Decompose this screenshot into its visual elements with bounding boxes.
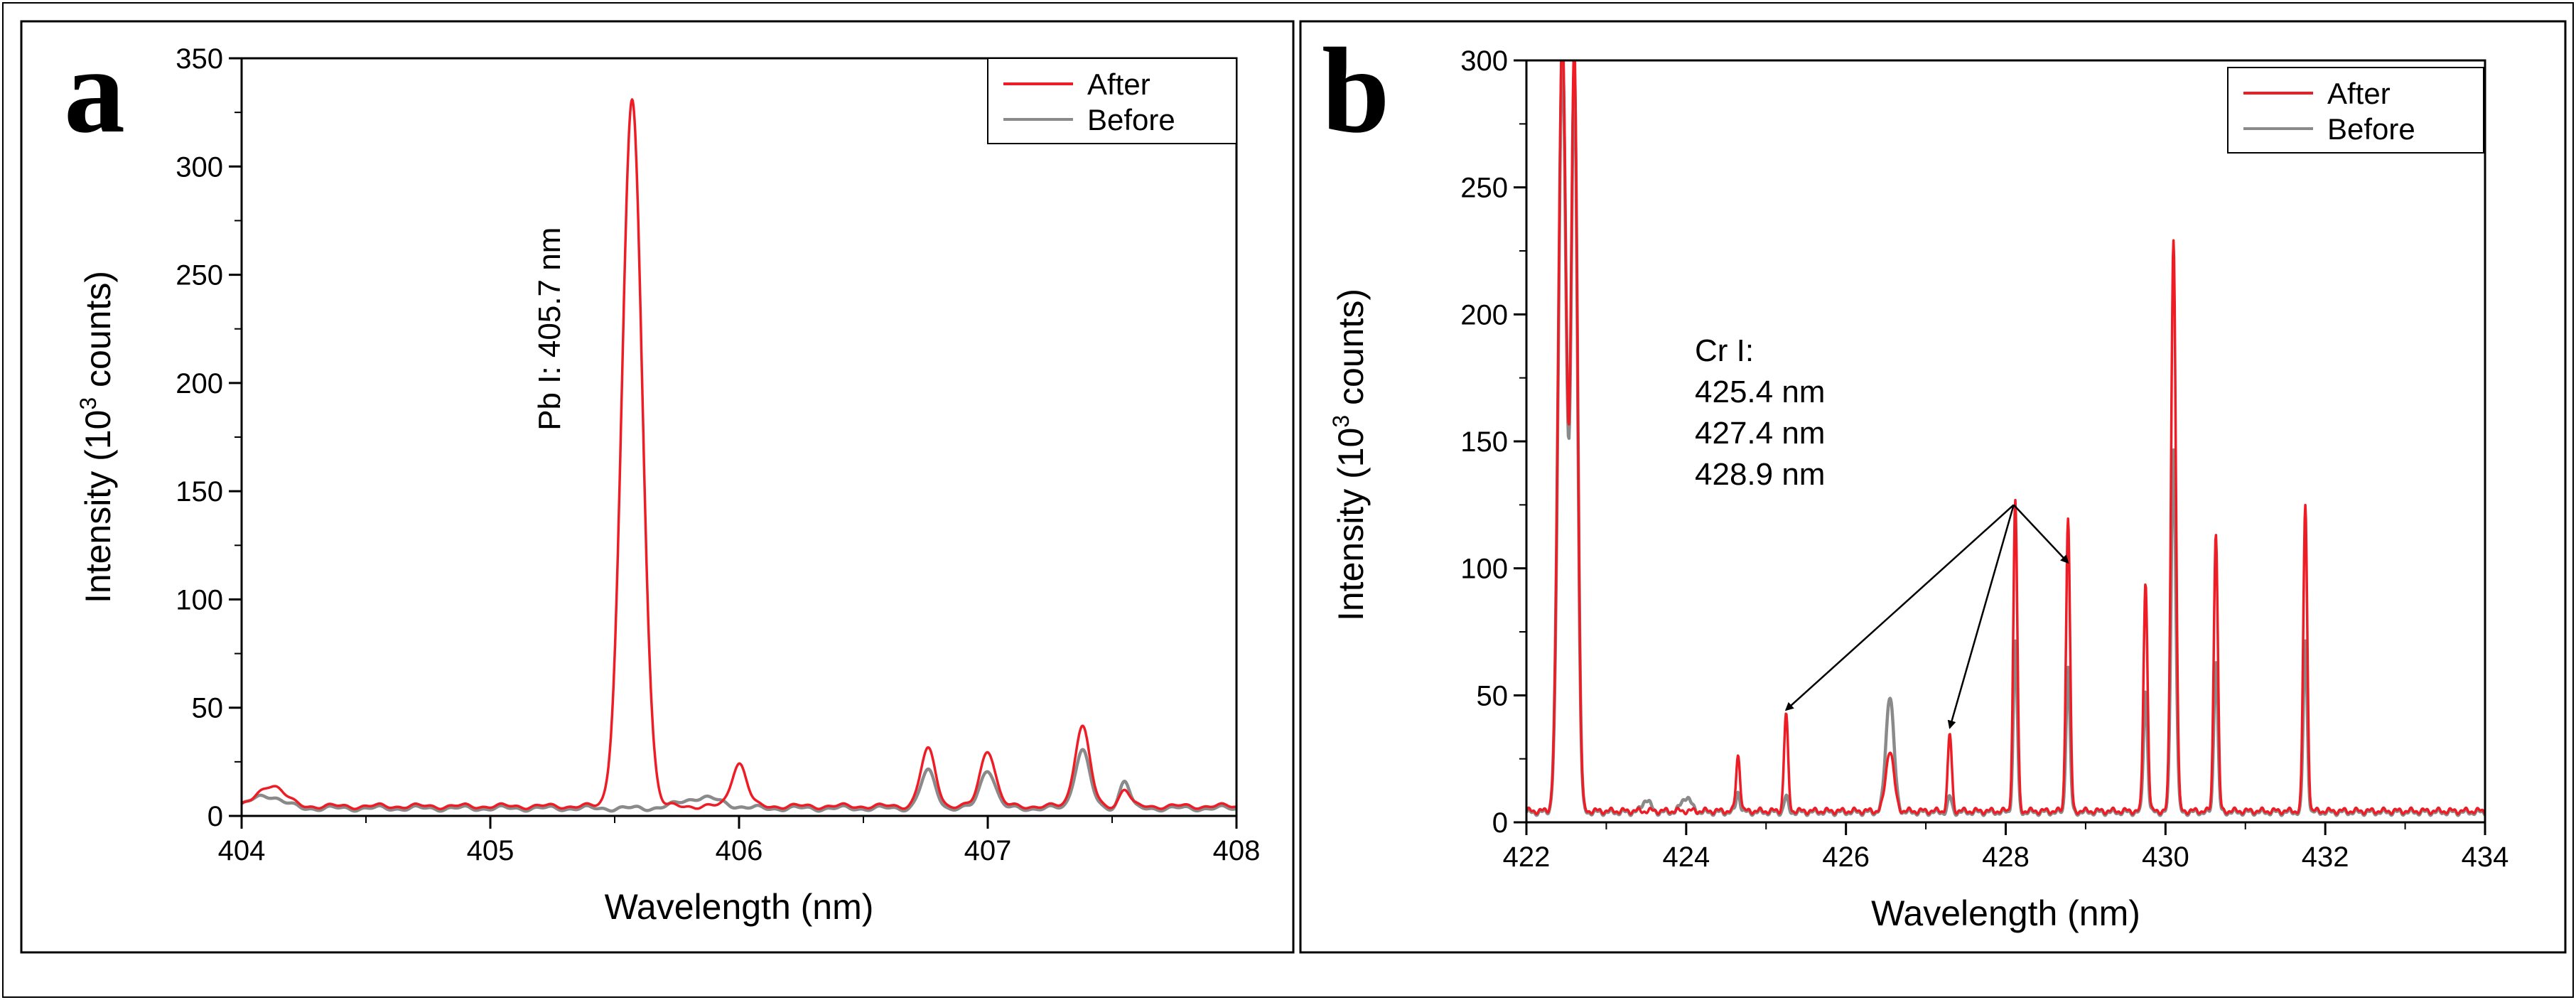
y-axis-title: Intensity (103 counts) — [1328, 289, 1371, 621]
cr-annotation-line: 425.4 nm — [1695, 375, 1825, 409]
legend-box — [987, 58, 1237, 144]
legend-label-after: After — [1087, 68, 1150, 101]
cr-arrow-3 — [2012, 504, 2069, 564]
series-line-after — [242, 98, 1236, 810]
series-group — [1526, 60, 2485, 817]
x-tick-label: 426 — [1822, 842, 1870, 873]
y-axis-title-suffix: counts) — [1331, 289, 1371, 415]
y-tick-label: 250 — [1460, 173, 1508, 204]
y-tick-label: 50 — [1477, 680, 1509, 711]
y-tick-label: 300 — [1460, 45, 1508, 77]
x-tick-label: 424 — [1662, 842, 1710, 873]
x-tick-label: 422 — [1503, 842, 1551, 873]
y-axis-title-sup: 3 — [75, 397, 101, 410]
legend-label-before: Before — [1087, 103, 1175, 136]
y-tick-label: 0 — [1492, 807, 1508, 839]
y-axis-title-prefix: Intensity (10 — [1331, 428, 1371, 621]
cr-arrow-1 — [1784, 504, 2015, 711]
cr-annotation-line: 428.9 nm — [1695, 457, 1825, 492]
x-tick-label: 408 — [1213, 835, 1261, 866]
panel-b: 422 424 426 428 430 432 434 0 50 100 150 200 250 300 W… — [1299, 20, 2567, 954]
panel-letter: b — [1322, 23, 1390, 158]
cr-arrow-2 — [1947, 504, 2015, 729]
y-tick-label: 200 — [176, 368, 223, 399]
y-tick-label: 50 — [192, 693, 224, 724]
x-axis-title: Wavelength (nm) — [1871, 893, 2140, 933]
y-tick-label: 150 — [1460, 426, 1508, 458]
y-tick-label: 200 — [1460, 299, 1508, 330]
x-tick-label: 404 — [218, 835, 266, 866]
x-tick-label: 434 — [2462, 842, 2509, 873]
x-tick-label: 407 — [964, 835, 1012, 866]
panel-letter: a — [64, 23, 125, 158]
y-tick-label: 0 — [208, 801, 223, 832]
series-group — [242, 98, 1236, 813]
x-tick-label: 405 — [467, 835, 514, 866]
cr-annotation: Cr I: 425.4 nm 427.4 nm 428.9 nm — [1695, 333, 2069, 729]
series-line-after — [1526, 60, 2485, 816]
x-tick-label: 428 — [1982, 842, 2030, 873]
y-tick-label: 250 — [176, 260, 223, 291]
x-tick-label: 432 — [2302, 842, 2349, 873]
legend-box — [2227, 67, 2484, 154]
y-tick-label: 150 — [176, 476, 223, 507]
y-axis-title-suffix: counts) — [78, 271, 118, 397]
y-tick-label: 300 — [176, 151, 223, 183]
series-line-before — [242, 748, 1236, 813]
cr-annotation-line: Cr I: — [1695, 333, 1754, 368]
x-axis-title: Wavelength (nm) — [605, 887, 874, 927]
y-axis-title-sup: 3 — [1328, 415, 1354, 428]
pb-annotation: Pb I: 405.7 nm — [532, 227, 567, 431]
panel-frame — [20, 20, 1295, 954]
y-tick-label: 100 — [1460, 554, 1508, 585]
y-tick-label: 350 — [176, 43, 223, 75]
y-axis-title: Intensity (103 counts) — [75, 271, 118, 603]
x-tick-label: 430 — [2142, 842, 2189, 873]
y-axis-title-prefix: Intensity (10 — [78, 410, 118, 603]
panel-a: 404 405 406 407 408 0 50 100 150 200 250 300 350 Wave… — [20, 20, 1295, 954]
legend-label-before: Before — [2327, 112, 2415, 146]
cr-annotation-line: 427.4 nm — [1695, 416, 1825, 451]
legend-label-after: After — [2327, 77, 2391, 110]
y-tick-label: 100 — [176, 584, 223, 615]
x-tick-label: 406 — [716, 835, 763, 866]
panel-frame — [1299, 20, 2567, 954]
